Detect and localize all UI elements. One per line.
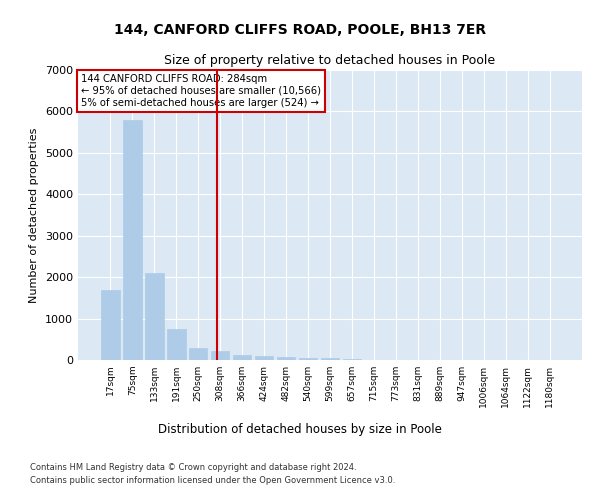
Bar — [255, 356, 274, 360]
Bar — [299, 358, 317, 360]
Bar — [277, 357, 295, 360]
Text: 144 CANFORD CLIFFS ROAD: 284sqm
← 95% of detached houses are smaller (10,566)
5%: 144 CANFORD CLIFFS ROAD: 284sqm ← 95% of… — [80, 74, 320, 108]
Text: Distribution of detached houses by size in Poole: Distribution of detached houses by size … — [158, 422, 442, 436]
Bar — [211, 352, 229, 360]
Bar — [233, 354, 251, 360]
Text: Contains HM Land Registry data © Crown copyright and database right 2024.: Contains HM Land Registry data © Crown c… — [30, 462, 356, 471]
Bar — [101, 290, 119, 360]
Y-axis label: Number of detached properties: Number of detached properties — [29, 128, 40, 302]
Bar — [145, 273, 164, 360]
Bar — [343, 358, 361, 360]
Bar — [320, 358, 340, 360]
Text: 144, CANFORD CLIFFS ROAD, POOLE, BH13 7ER: 144, CANFORD CLIFFS ROAD, POOLE, BH13 7E… — [114, 22, 486, 36]
Bar — [167, 329, 185, 360]
Title: Size of property relative to detached houses in Poole: Size of property relative to detached ho… — [164, 54, 496, 68]
Bar — [189, 348, 208, 360]
Text: Contains public sector information licensed under the Open Government Licence v3: Contains public sector information licen… — [30, 476, 395, 485]
Bar — [123, 120, 142, 360]
